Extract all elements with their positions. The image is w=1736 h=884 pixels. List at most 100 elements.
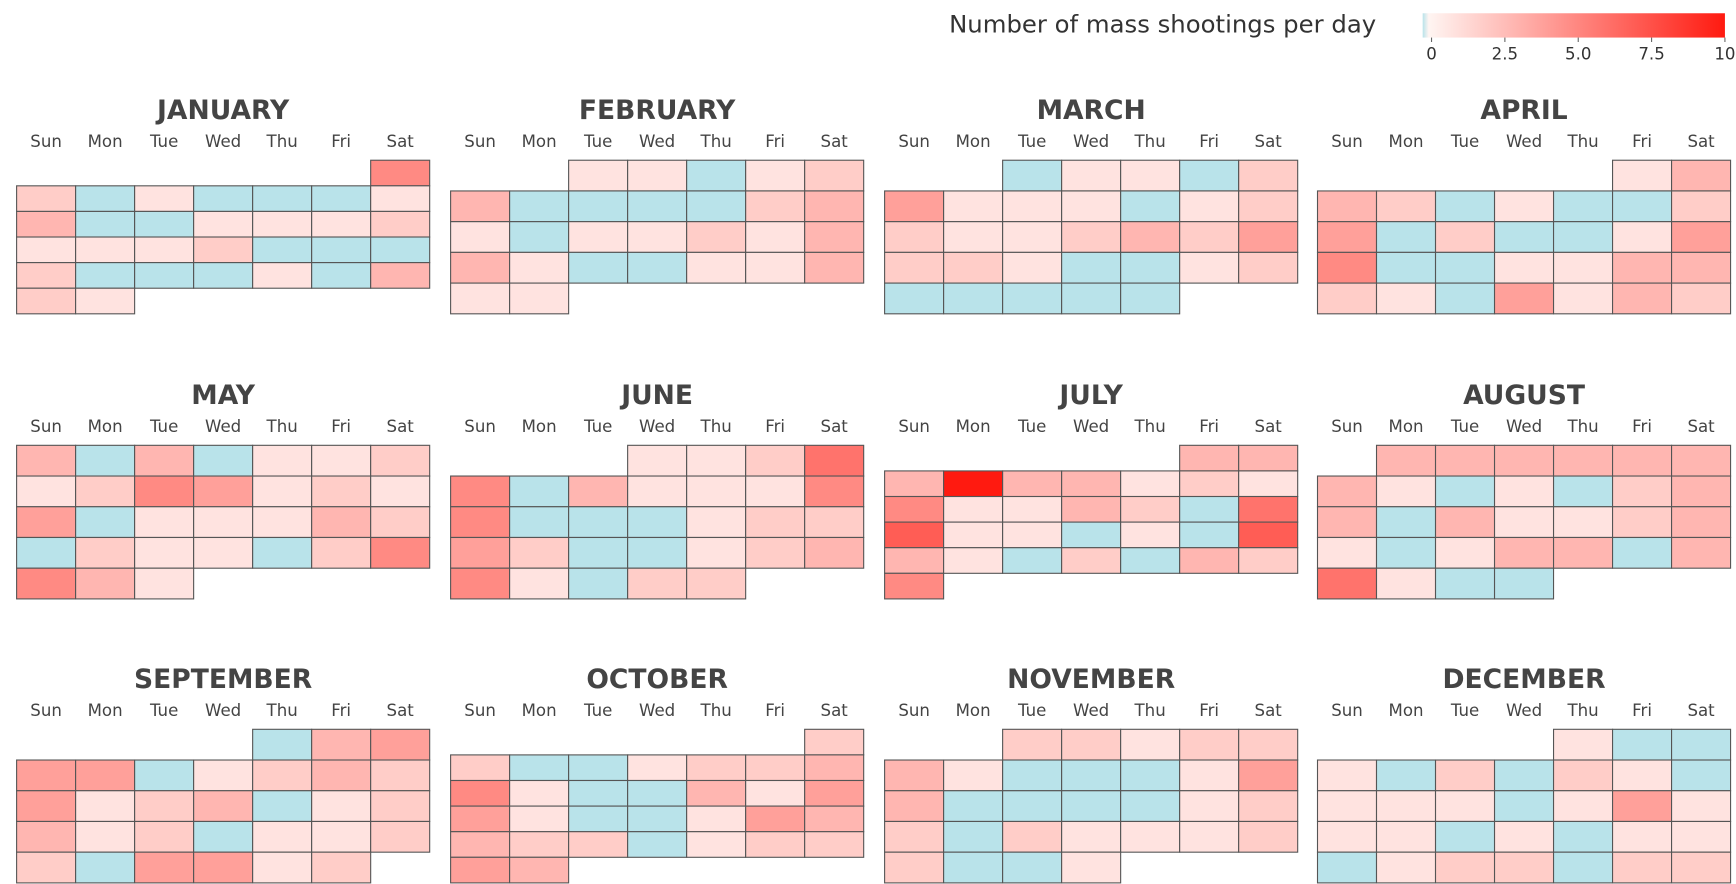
day-cell (943, 790, 1004, 823)
day-cell (1552, 820, 1614, 853)
day-cell (1671, 475, 1732, 508)
day-cell (745, 831, 806, 858)
weekday-label: Fri (1632, 132, 1652, 151)
day-cell (745, 475, 806, 508)
month-title: MAY (191, 380, 255, 411)
day-cell (1434, 475, 1496, 508)
day-cell (1671, 221, 1732, 253)
day-cell (450, 831, 511, 858)
day-cell (1552, 759, 1614, 792)
day-cell (450, 221, 511, 253)
day-cell (1375, 221, 1437, 253)
weekday-label: Sat (1687, 132, 1715, 151)
day-cell (252, 475, 313, 508)
day-cell (943, 759, 1004, 792)
day-cell (450, 754, 511, 782)
weekday-label: Sat (387, 132, 415, 151)
day-cell (943, 282, 1004, 315)
day-cell (1316, 851, 1378, 884)
day-cell (370, 790, 431, 823)
day-cell (1238, 521, 1299, 549)
day-cell (1179, 470, 1240, 498)
day-cell (509, 506, 570, 539)
weekday-label: Mon (1389, 417, 1424, 436)
day-cell (1061, 159, 1122, 192)
day-cell (568, 831, 629, 858)
day-cell (16, 185, 77, 212)
weekday-label: Thu (266, 132, 298, 151)
day-cell (16, 851, 77, 884)
day-cell (686, 444, 747, 477)
day-cell (884, 851, 945, 884)
day-cell (1434, 759, 1496, 792)
weekday-label: Sun (30, 132, 62, 151)
day-cell (1061, 221, 1122, 253)
weekday-label: Wed (1506, 132, 1542, 151)
day-cell (134, 536, 195, 569)
day-cell (1552, 790, 1614, 823)
day-cell (568, 536, 629, 569)
weekday-label: Thu (1134, 417, 1166, 436)
day-cell (252, 790, 313, 823)
day-cell (1120, 790, 1181, 823)
day-cell (1375, 251, 1437, 284)
day-cell (1434, 790, 1496, 823)
day-cell (311, 210, 372, 238)
weekday-label: Sat (387, 417, 415, 436)
weekday-label: Sun (1331, 417, 1363, 436)
day-cell (686, 754, 747, 782)
day-cell (252, 506, 313, 539)
day-cell (568, 251, 629, 284)
day-cell (1002, 470, 1063, 498)
day-cell (1552, 282, 1614, 315)
day-cell (943, 521, 1004, 549)
day-cell (1179, 521, 1240, 549)
day-cell (1238, 444, 1299, 472)
day-cell (311, 759, 372, 792)
day-cell (134, 851, 195, 884)
day-cell (1493, 190, 1555, 223)
day-cell (1002, 790, 1063, 823)
day-cell (1671, 790, 1732, 823)
weekday-label: Wed (205, 132, 241, 151)
day-cell (450, 536, 511, 569)
day-cell (450, 856, 511, 884)
weekday-label: Sat (1687, 417, 1715, 436)
day-cell (804, 754, 865, 782)
day-cell (1375, 851, 1437, 884)
day-cell (804, 831, 865, 858)
weekday-label: Mon (88, 132, 123, 151)
month: JULY Sun Mon Tue Wed Thu Fri Sat (884, 380, 1299, 600)
weekday-label: Sun (898, 417, 930, 436)
weekday-label: Sun (30, 701, 62, 720)
day-cell (193, 185, 254, 212)
weekday-label: Tue (1017, 417, 1046, 436)
day-cell (1612, 536, 1673, 569)
day-cell (16, 536, 77, 569)
day-cell (1434, 851, 1496, 884)
day-cell (370, 506, 431, 539)
day-cell (943, 221, 1004, 253)
day-cell (1493, 820, 1555, 853)
day-cell (884, 820, 945, 853)
day-cell (686, 475, 747, 508)
day-cell (16, 444, 77, 477)
day-cell (745, 754, 806, 782)
day-cell (745, 536, 806, 569)
day-cell (1002, 251, 1063, 284)
day-cell (1179, 190, 1240, 223)
day-cell (1434, 506, 1496, 539)
day-cell (568, 754, 629, 782)
weekday-label: Sun (30, 417, 62, 436)
day-cell (193, 820, 254, 853)
day-cell (627, 159, 688, 192)
day-cell (370, 820, 431, 853)
day-cell (804, 159, 865, 192)
weekday-label: Wed (639, 701, 675, 720)
weekday-label: Thu (700, 417, 732, 436)
weekday-label: Tue (149, 701, 178, 720)
day-cell (745, 779, 806, 807)
day-cell (1671, 851, 1732, 884)
day-cell (252, 728, 313, 761)
day-cell (1179, 759, 1240, 792)
